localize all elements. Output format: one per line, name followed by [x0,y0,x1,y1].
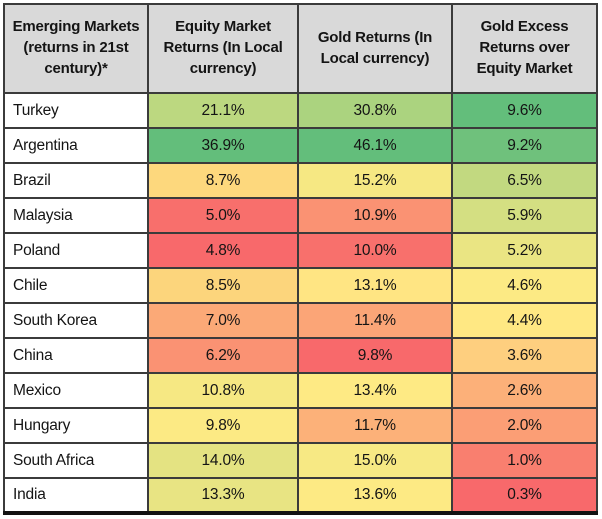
country-cell: South Korea [3,302,149,339]
country-cell: South Africa [3,442,149,479]
value-cell: 5.0% [147,197,299,234]
table-body: Turkey 21.1% 30.8% 9.6% Argentina 36.9% 46.1% 9… [3,92,598,514]
value-cell: 10.9% [297,197,453,234]
header-gold-excess-returns: Gold Excess Returns over Equity Market [451,3,598,94]
value-cell: 13.3% [147,477,299,514]
table-row: Chile 8.5% 13.1% 4.6% [3,267,598,304]
table-row: Brazil 8.7% 15.2% 6.5% [3,162,598,199]
value-cell: 8.7% [147,162,299,199]
value-cell: 46.1% [297,127,453,164]
country-cell: Malaysia [3,197,149,234]
value-cell: 13.4% [297,372,453,409]
country-cell: Hungary [3,407,149,444]
table-header: Emerging Markets (returns in 21st centur… [3,3,598,94]
header-row: Emerging Markets (returns in 21st centur… [3,3,598,94]
country-cell: China [3,337,149,374]
value-cell: 11.7% [297,407,453,444]
value-cell: 9.6% [451,92,598,129]
table-row: Malaysia 5.0% 10.9% 5.9% [3,197,598,234]
value-cell: 1.0% [451,442,598,479]
value-cell: 7.0% [147,302,299,339]
table-row: South Africa 14.0% 15.0% 1.0% [3,442,598,479]
table-row: China 6.2% 9.8% 3.6% [3,337,598,374]
country-cell: India [3,477,149,514]
country-cell: Mexico [3,372,149,409]
value-cell: 13.1% [297,267,453,304]
value-cell: 9.2% [451,127,598,164]
value-cell: 4.4% [451,302,598,339]
value-cell: 36.9% [147,127,299,164]
table-row: Mexico 10.8% 13.4% 2.6% [3,372,598,409]
value-cell: 6.5% [451,162,598,199]
value-cell: 13.6% [297,477,453,514]
value-cell: 15.2% [297,162,453,199]
value-cell: 11.4% [297,302,453,339]
returns-table-container: Emerging Markets (returns in 21st centur… [3,3,598,515]
table-row: Poland 4.8% 10.0% 5.2% [3,232,598,269]
table-row: Argentina 36.9% 46.1% 9.2% [3,127,598,164]
value-cell: 4.8% [147,232,299,269]
country-cell: Turkey [3,92,149,129]
value-cell: 5.9% [451,197,598,234]
value-cell: 5.2% [451,232,598,269]
value-cell: 10.8% [147,372,299,409]
value-cell: 2.6% [451,372,598,409]
value-cell: 30.8% [297,92,453,129]
value-cell: 10.0% [297,232,453,269]
table-row: India 13.3% 13.6% 0.3% [3,477,598,514]
table-row: South Korea 7.0% 11.4% 4.4% [3,302,598,339]
country-cell: Poland [3,232,149,269]
value-cell: 9.8% [147,407,299,444]
table-row: Turkey 21.1% 30.8% 9.6% [3,92,598,129]
value-cell: 2.0% [451,407,598,444]
value-cell: 0.3% [451,477,598,514]
returns-table: Emerging Markets (returns in 21st centur… [3,3,598,515]
value-cell: 3.6% [451,337,598,374]
country-cell: Brazil [3,162,149,199]
value-cell: 15.0% [297,442,453,479]
value-cell: 4.6% [451,267,598,304]
value-cell: 8.5% [147,267,299,304]
table-row: Hungary 9.8% 11.7% 2.0% [3,407,598,444]
header-gold-returns: Gold Returns (In Local currency) [297,3,453,94]
value-cell: 14.0% [147,442,299,479]
value-cell: 9.8% [297,337,453,374]
value-cell: 6.2% [147,337,299,374]
header-equity-returns: Equity Market Returns (In Local currency… [147,3,299,94]
header-emerging-markets: Emerging Markets (returns in 21st centur… [3,3,149,94]
country-cell: Argentina [3,127,149,164]
country-cell: Chile [3,267,149,304]
value-cell: 21.1% [147,92,299,129]
